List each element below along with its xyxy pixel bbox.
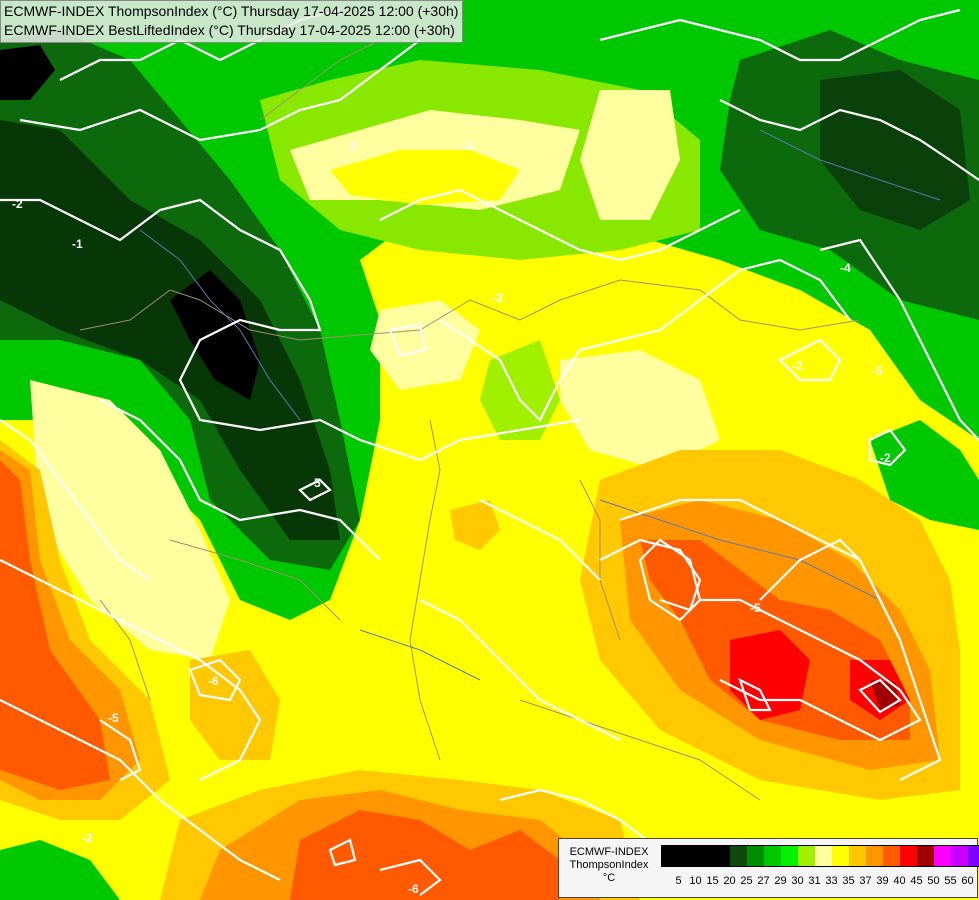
legend-tick: 45 (910, 875, 923, 887)
legend-tick: 60 (961, 875, 974, 887)
legend-swatch (917, 846, 934, 866)
orange-zone-sw-2 (190, 650, 280, 760)
black-zone-far-nw (0, 45, 55, 100)
legend-tick: 40 (893, 875, 906, 887)
legend-swatch (781, 846, 798, 866)
legend-model: ECMWF-INDEX (569, 846, 649, 858)
legend-tick: 25 (740, 875, 753, 887)
legend-tick: 5 (675, 875, 682, 887)
legend-tick: 15 (706, 875, 719, 887)
contour-labels: -2 -1 -3 -3 -3 -4 -2 -5 -2 -5 -6 -5 -5 -… (12, 139, 891, 896)
legend-swatch (747, 846, 764, 866)
legend-swatch (730, 846, 747, 866)
contour-label: -4 (840, 261, 851, 275)
legend-tick: 37 (859, 875, 872, 887)
map-header: ECMWF-INDEX ThompsonIndex (°C) Thursday … (0, 0, 464, 43)
contour-label: -5 (872, 364, 883, 378)
country-borders (79, 29, 861, 801)
yellow-core-north (330, 150, 520, 205)
pale-zone-center-east (560, 350, 720, 470)
green-zone-sw (0, 840, 120, 900)
lifted-index-contours (0, 8, 979, 896)
legend-tick: 10 (689, 875, 702, 887)
legend-tick: 30 (791, 875, 804, 887)
legend-swatch (679, 846, 696, 866)
legend-swatch (764, 846, 781, 866)
header-best-lifted-index: ECMWF-INDEX BestLiftedIndex (°C) Thursda… (4, 22, 455, 38)
legend-tick: 33 (825, 875, 838, 887)
legend-swatch (934, 846, 951, 866)
legend-tick: 55 (944, 875, 957, 887)
contour-label: -2 (792, 359, 803, 373)
darkgreen-zone-nw-core (0, 120, 340, 540)
black-zone-nw (170, 270, 260, 400)
legend-swatch (798, 846, 815, 866)
contour-label: -5 (108, 711, 119, 725)
legend-tick-labels: 5 10 15 20 25 27 29 30 31 33 35 37 39 40 45 50 55 60 (670, 875, 976, 887)
legend-swatch (815, 846, 832, 866)
red-zone-south (290, 810, 560, 900)
legend-swatch (951, 846, 968, 866)
orange-zone-center (450, 500, 500, 550)
legend-tick: 50 (927, 875, 940, 887)
legend-tick: 31 (808, 875, 821, 887)
contour-label: -3 (462, 139, 473, 153)
contour-label: -6 (408, 882, 419, 896)
legend-swatch (713, 846, 730, 866)
contour-label: -6 (208, 674, 219, 688)
legend-variable: ThompsonIndex (569, 859, 649, 871)
lightgreen-blob-center (480, 340, 560, 440)
legend-tick: 39 (876, 875, 889, 887)
contour-label: -1 (72, 237, 83, 251)
green-zone-east (870, 420, 979, 530)
red-zone-sw (0, 460, 110, 790)
legend-swatch (900, 846, 917, 866)
legend-swatch (696, 846, 713, 866)
legend-unit: °C (602, 872, 616, 884)
legend-tick: 35 (842, 875, 855, 887)
contour-label: -5 (310, 476, 321, 490)
legend-swatch (866, 846, 883, 866)
contour-label: -2 (82, 831, 93, 845)
legend-swatch (662, 846, 679, 866)
header-thompson-index: ECMWF-INDEX ThompsonIndex (°C) Thursday … (4, 3, 459, 19)
pale-zone-west (30, 380, 230, 660)
darkgreen-zone-ne-core (820, 70, 970, 230)
legend-tick: 20 (723, 875, 736, 887)
legend-title: ECMWF-INDEX ThompsonIndex °C (561, 846, 657, 885)
red-zone-se-1 (730, 630, 810, 720)
color-legend: ECMWF-INDEX ThompsonIndex °C 5 10 15 20 25 27… (558, 838, 979, 898)
legend-swatch (832, 846, 849, 866)
legend-tick: 27 (757, 875, 770, 887)
legend-swatch (849, 846, 866, 866)
legend-swatch (968, 846, 979, 866)
contour-label: -3 (492, 291, 503, 305)
legend-swatch (883, 846, 900, 866)
legend-color-scale (661, 845, 979, 867)
contour-label: -5 (750, 601, 761, 615)
pale-zone-ne (580, 90, 680, 220)
contour-label: -2 (880, 451, 891, 465)
contour-label: -3 (346, 139, 357, 153)
legend-tick: 29 (774, 875, 787, 887)
darkred-zone-se (870, 680, 900, 710)
contour-label: -2 (12, 197, 23, 211)
